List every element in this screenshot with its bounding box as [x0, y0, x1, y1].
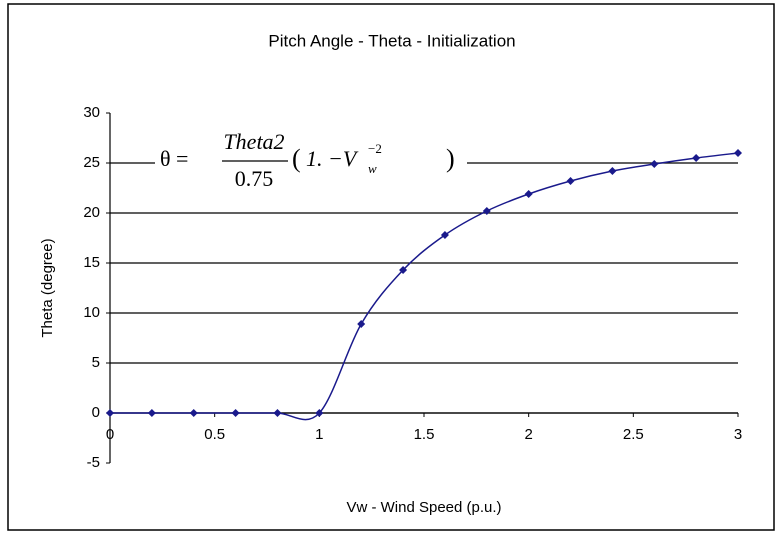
y-tick-label: 30 — [83, 104, 100, 121]
annotation-numerator: Theta2 — [223, 129, 284, 154]
marker — [482, 207, 491, 215]
marker — [524, 190, 533, 198]
x-axis-label: Vw - Wind Speed (p.u.) — [346, 499, 501, 516]
annotation-lhs: θ = — [160, 146, 188, 171]
annotation-subscript: w — [368, 161, 377, 176]
marker — [315, 409, 324, 417]
series-line — [109, 152, 739, 421]
annotation-paren: ( — [292, 144, 301, 173]
y-tick-label: 10 — [83, 304, 100, 321]
marker — [231, 409, 240, 417]
x-tick-label: 3 — [734, 426, 742, 443]
marker — [106, 409, 114, 417]
marker — [273, 409, 282, 417]
x-tick-label: 1.5 — [414, 426, 435, 443]
y-tick-label: 20 — [83, 204, 100, 221]
annotation-superscript: −2 — [368, 141, 382, 156]
marker — [399, 266, 408, 274]
marker — [189, 409, 198, 417]
annotation: θ = Theta2 0.75 ( 1. −V w −2 ) — [155, 129, 467, 194]
annotation-background — [155, 130, 467, 194]
chart-title: Pitch Angle - Theta - Initialization — [268, 31, 515, 50]
annotation-paren: ) — [446, 144, 455, 173]
x-tick-label: 0 — [106, 426, 114, 443]
marker — [734, 149, 742, 157]
y-tick-label: 5 — [92, 354, 100, 371]
marker — [357, 320, 366, 328]
marker — [608, 167, 617, 175]
marker — [650, 160, 659, 168]
y-tick-label: 0 — [92, 404, 100, 421]
y-tick-label: -5 — [87, 454, 100, 471]
marker — [692, 154, 701, 162]
y-tick-label: 15 — [83, 254, 100, 271]
y-tick-label: 25 — [83, 154, 100, 171]
chart-border — [7, 3, 775, 531]
x-tick-label: 0.5 — [204, 426, 225, 443]
marker — [147, 409, 156, 417]
x-tick-label: 2 — [524, 426, 532, 443]
y-axis-label: Theta (degree) — [39, 238, 56, 337]
annotation-body: 1. −V — [306, 146, 359, 171]
marker — [440, 231, 449, 239]
plot-area: -5 0 5 10 15 20 25 30 0 0.5 1 1.5 2 2.5 3 — [83, 104, 742, 471]
x-tick-label: 1 — [315, 426, 323, 443]
marker — [566, 177, 575, 185]
x-tick-label: 2.5 — [623, 426, 644, 443]
annotation-denominator: 0.75 — [235, 166, 274, 191]
